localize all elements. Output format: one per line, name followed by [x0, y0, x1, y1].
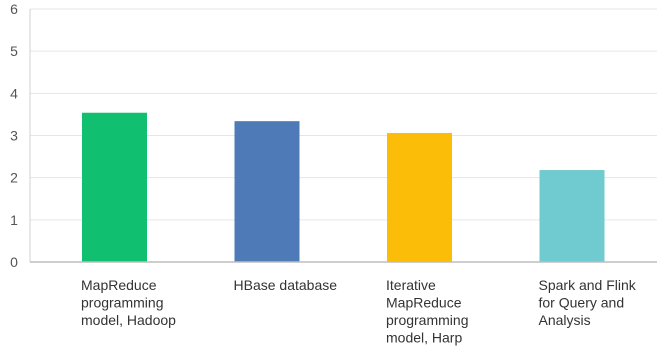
x-category-label-line: MapReduce [81, 277, 157, 293]
bar [234, 121, 300, 262]
x-category-label: HBase database [234, 277, 338, 293]
x-category-label-line: programming [81, 295, 163, 311]
axis-layer [29, 9, 657, 263]
bar [539, 170, 605, 262]
bar-layer [82, 112, 605, 262]
bar [82, 112, 147, 262]
y-tick-label: 3 [10, 128, 18, 144]
y-tick-label: 5 [10, 43, 18, 59]
y-axis-tick-labels: 0 1 2 3 4 5 6 [10, 1, 18, 270]
x-category-label-line: model, Hadoop [81, 312, 176, 328]
x-category-label-line: model, Harp [386, 330, 462, 346]
x-category-label-line: Spark and Flink [539, 277, 637, 293]
x-category-label-line: programming [386, 312, 468, 328]
x-category-label-line: MapReduce [386, 295, 462, 311]
y-tick-label: 2 [10, 170, 18, 186]
bar [387, 132, 452, 262]
y-tick-label: 1 [10, 212, 18, 228]
y-tick-label: 4 [10, 85, 18, 101]
x-category-label-line: for Query and [539, 295, 625, 311]
x-category-label-line: Analysis [539, 312, 591, 328]
x-category-label-line: HBase database [234, 277, 338, 293]
y-tick-label: 6 [10, 1, 18, 17]
y-tick-label: 0 [10, 254, 18, 270]
x-category-label-line: Iterative [386, 277, 436, 293]
